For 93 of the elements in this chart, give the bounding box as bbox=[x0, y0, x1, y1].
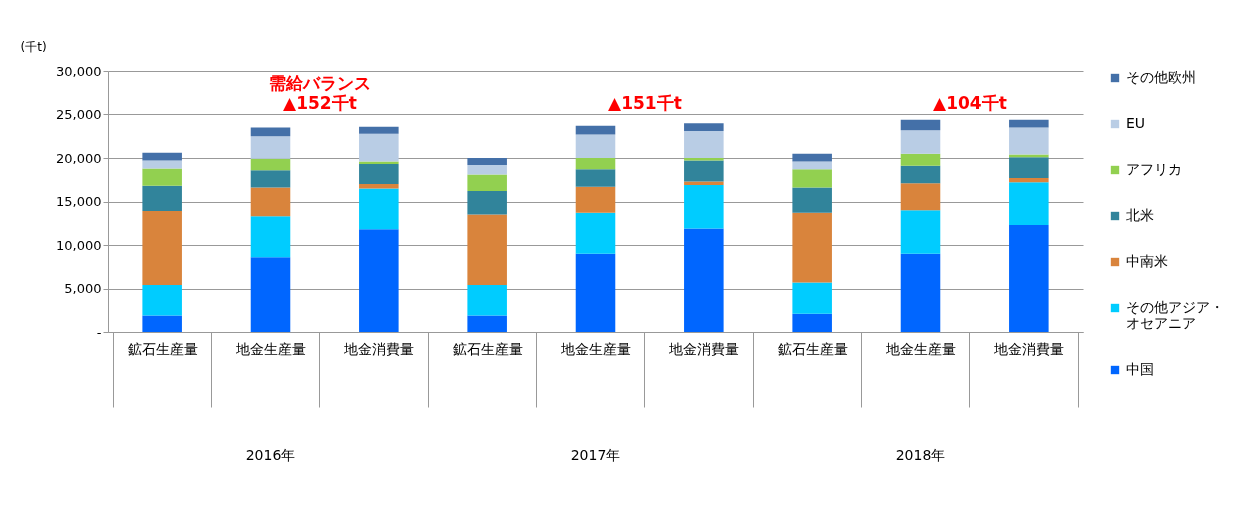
bar bbox=[575, 125, 616, 135]
bar bbox=[142, 315, 182, 332]
text: 2018年 bbox=[895, 447, 946, 463]
y-tick-label: 25,000 bbox=[56, 107, 102, 122]
bar bbox=[792, 282, 832, 314]
bar bbox=[684, 228, 724, 332]
bar bbox=[900, 119, 941, 131]
y-tick-label: 30,000 bbox=[56, 63, 102, 79]
bar bbox=[684, 184, 724, 229]
bar bbox=[575, 158, 616, 170]
bar bbox=[1009, 127, 1049, 155]
annotation: ▲151千t bbox=[608, 93, 682, 114]
bar bbox=[359, 188, 399, 230]
bar bbox=[575, 186, 616, 213]
bar bbox=[684, 181, 724, 185]
y-tick-label: 10,000 bbox=[56, 237, 102, 253]
y-axis-title: (千t) bbox=[20, 39, 47, 54]
bar bbox=[142, 160, 182, 169]
y-tick-label: 15,000 bbox=[56, 194, 102, 209]
bar bbox=[1009, 224, 1049, 332]
x-tick-label: 地金生産量 bbox=[885, 340, 956, 357]
bar bbox=[250, 136, 291, 159]
x-tick-label: 地金消費量 bbox=[993, 340, 1065, 357]
bar bbox=[900, 153, 941, 166]
bar bbox=[900, 130, 941, 154]
legend-label: 北米 bbox=[1126, 207, 1154, 223]
bar bbox=[467, 164, 507, 175]
y-tick-label: 5,000 bbox=[64, 281, 102, 296]
bar bbox=[1009, 178, 1049, 183]
bar bbox=[250, 170, 291, 188]
bar bbox=[250, 257, 291, 332]
bar bbox=[467, 191, 507, 215]
legend-label: その他アジア・オセアニア bbox=[1126, 299, 1224, 331]
bar bbox=[1009, 182, 1049, 225]
bar bbox=[142, 185, 182, 212]
bar bbox=[684, 158, 724, 161]
bar bbox=[792, 212, 832, 283]
bar bbox=[467, 285, 507, 316]
legend-label: その他欧州 bbox=[1126, 69, 1196, 85]
x-tick-label: 地金消費量 bbox=[668, 340, 740, 357]
bar bbox=[792, 187, 832, 213]
bar bbox=[467, 214, 507, 286]
bar bbox=[467, 158, 507, 165]
bar bbox=[900, 183, 941, 211]
bar bbox=[359, 161, 399, 165]
bar bbox=[467, 315, 507, 332]
x-tick-label: 鉱石生産量 bbox=[777, 340, 848, 357]
annotation: 需給バランス bbox=[268, 73, 371, 94]
bar bbox=[1009, 157, 1049, 179]
legend-label: EU bbox=[1126, 115, 1146, 131]
bar bbox=[359, 184, 399, 189]
bar bbox=[575, 134, 616, 158]
x-tick-label: 地金生産量 bbox=[235, 340, 306, 357]
bar bbox=[250, 187, 291, 217]
bar bbox=[142, 211, 182, 286]
bar bbox=[684, 160, 724, 182]
text: 2017年 bbox=[570, 447, 621, 463]
bar bbox=[575, 253, 616, 332]
bar bbox=[575, 212, 616, 254]
bar bbox=[792, 313, 832, 332]
y-tick-label: - bbox=[96, 324, 102, 340]
bar bbox=[359, 133, 399, 162]
bar bbox=[792, 169, 832, 188]
x-tick-label: 鉱石生産量 bbox=[127, 340, 198, 357]
bar bbox=[250, 127, 291, 137]
bar bbox=[900, 210, 941, 254]
bar bbox=[142, 285, 182, 316]
legend-label: アフリカ bbox=[1126, 161, 1182, 177]
x-tick-label: 地金生産量 bbox=[560, 340, 631, 357]
text: 2016年 bbox=[245, 447, 296, 463]
legend-label: 中南米 bbox=[1126, 253, 1168, 269]
bar bbox=[792, 153, 832, 162]
bar bbox=[684, 131, 724, 158]
bar bbox=[900, 253, 941, 332]
annotation: ▲152千t bbox=[283, 93, 357, 114]
bar bbox=[142, 152, 182, 161]
annotation: ▲104千t bbox=[933, 93, 1007, 114]
bar bbox=[792, 161, 832, 170]
bar bbox=[359, 164, 399, 185]
bar bbox=[250, 158, 291, 171]
bar bbox=[359, 229, 399, 332]
y-tick-label: 20,000 bbox=[56, 150, 102, 166]
bar bbox=[684, 123, 724, 132]
bar bbox=[142, 168, 182, 186]
x-tick-label: 地金消費量 bbox=[343, 340, 415, 357]
bar bbox=[250, 216, 291, 258]
bar bbox=[467, 174, 507, 192]
bar bbox=[1009, 119, 1049, 128]
legend-label: 中国 bbox=[1126, 361, 1154, 377]
bar bbox=[575, 169, 616, 187]
x-tick-label: 鉱石生産量 bbox=[452, 340, 523, 357]
bar bbox=[359, 126, 399, 134]
bar bbox=[900, 165, 941, 184]
